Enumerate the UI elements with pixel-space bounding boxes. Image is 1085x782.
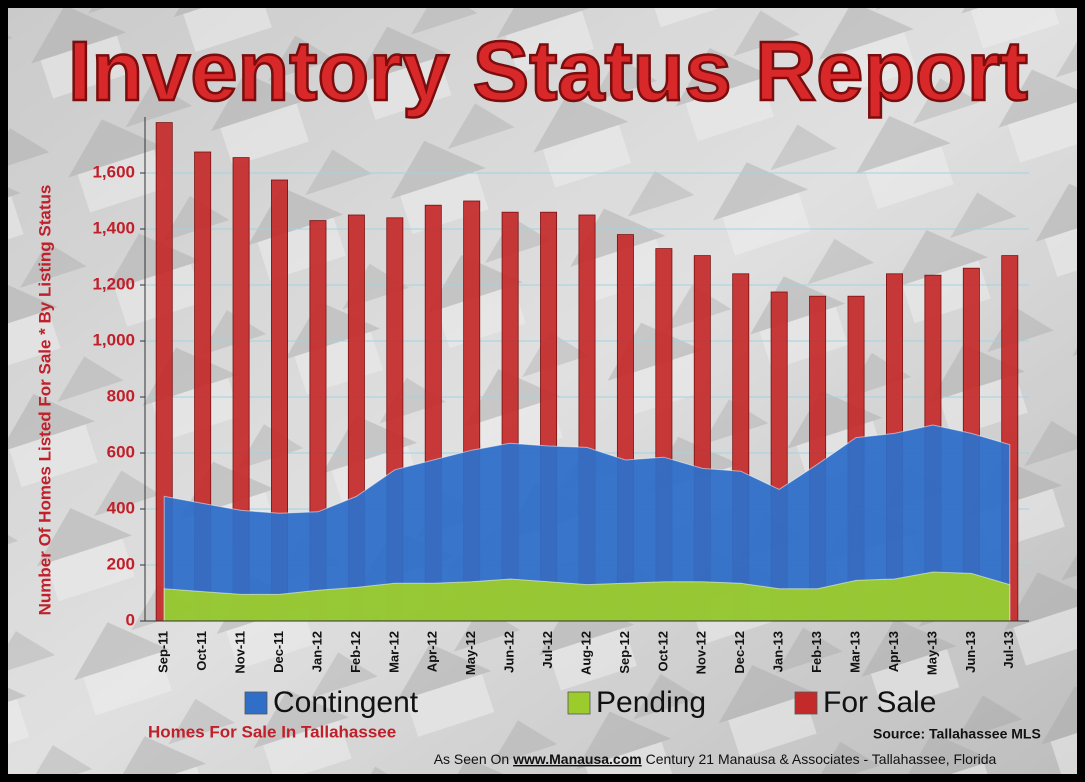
legend-swatch	[244, 691, 268, 715]
x-tick-label: Aug-12	[578, 631, 593, 675]
y-tick-label: 1,600	[92, 162, 135, 181]
y-tick-label: 400	[107, 498, 135, 517]
x-tick-label: Feb-12	[348, 631, 363, 673]
y-tick-label: 800	[107, 386, 135, 405]
x-tick-label: Dec-12	[732, 631, 747, 674]
x-tick-label: Apr-12	[425, 631, 440, 672]
x-tick-label: Nov-12	[694, 631, 709, 674]
x-tick-label: Sep-12	[617, 631, 632, 674]
x-tick-label: Jul-12	[540, 631, 555, 669]
legend-swatch	[794, 691, 818, 715]
x-tick-label: Jan-12	[309, 631, 324, 672]
credit-suffix: Century 21 Manausa & Associates - Tallah…	[646, 751, 997, 767]
x-tick-label: Apr-13	[886, 631, 901, 672]
x-tick-label: Jun-12	[502, 631, 517, 673]
y-tick-label: 1,400	[92, 218, 135, 237]
legend-swatch	[567, 691, 591, 715]
credit-url[interactable]: www.Manausa.com	[512, 751, 642, 767]
y-tick-label: 1,000	[92, 330, 135, 349]
x-tick-label: Oct-12	[655, 631, 670, 671]
y-tick-label: 1,200	[92, 274, 135, 293]
legend-label: For Sale	[823, 686, 936, 719]
x-tick-label: Feb-13	[809, 631, 824, 673]
y-tick-label: 200	[107, 554, 135, 573]
legend-label: Contingent	[273, 686, 419, 719]
credit-line: As Seen On www.Manausa.com Century 21 Ma…	[434, 751, 997, 767]
area	[163, 571, 1011, 622]
area	[163, 424, 1011, 622]
x-tick-label: Oct-11	[194, 631, 209, 671]
plot-area: 0 200 400 600 800 1,000 1,200 1,400 1,600 Sep-11 O…	[92, 117, 1029, 675]
x-tick-label: Nov-11	[233, 631, 248, 674]
x-tick-label: Mar-13	[847, 631, 862, 673]
y-axis-label: Number Of Homes Listed For Sale * By Lis…	[35, 185, 54, 616]
x-tick-label: Dec-11	[271, 631, 286, 673]
y-tick-label: 600	[107, 442, 135, 461]
credit-prefix: As Seen On	[434, 751, 510, 767]
x-tick-label: Mar-12	[386, 631, 401, 673]
y-tick-label: 0	[126, 610, 135, 629]
chart-title: Inventory Status Report	[68, 24, 1028, 118]
x-tick-label: Sep-11	[156, 631, 171, 673]
legend-label: Pending	[596, 686, 706, 719]
x-tick-label: Jan-13	[771, 631, 786, 672]
x-tick-label: May-12	[463, 631, 478, 675]
x-tick-label: May-13	[924, 631, 939, 675]
source: Source: Tallahassee MLS	[873, 726, 1041, 742]
x-tick-label: Jun-13	[963, 631, 978, 673]
footer-left: Homes For Sale In Tallahassee	[148, 722, 396, 741]
x-tick-label: Jul-13	[1001, 631, 1016, 669]
